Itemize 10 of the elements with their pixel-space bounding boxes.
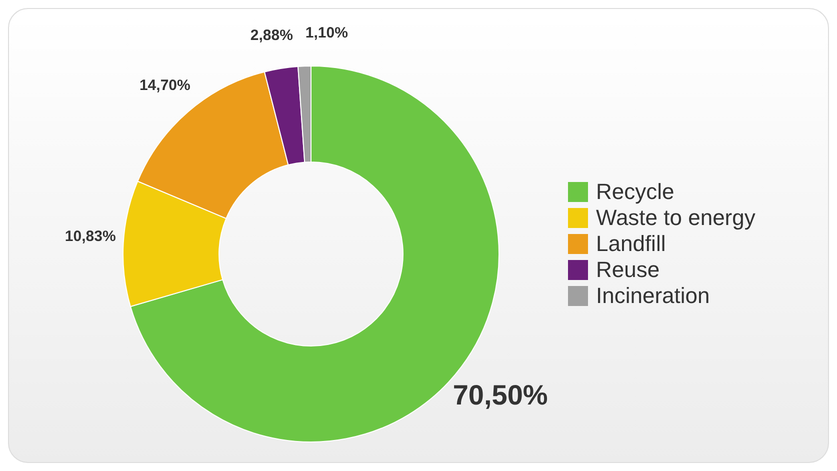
legend-label: Incineration bbox=[596, 283, 710, 309]
legend-label: Waste to energy bbox=[596, 205, 756, 231]
data-label: 10,83% bbox=[64, 228, 116, 246]
data-label: 1,10% bbox=[305, 24, 348, 42]
data-label: 70,50% bbox=[452, 379, 548, 410]
data-label: 14,70% bbox=[139, 76, 190, 94]
data-label: 2,88% bbox=[250, 27, 293, 44]
legend-label: Reuse bbox=[596, 257, 660, 283]
legend-label: Landfill bbox=[596, 231, 666, 257]
slice-label: Recycle bbox=[596, 179, 674, 205]
